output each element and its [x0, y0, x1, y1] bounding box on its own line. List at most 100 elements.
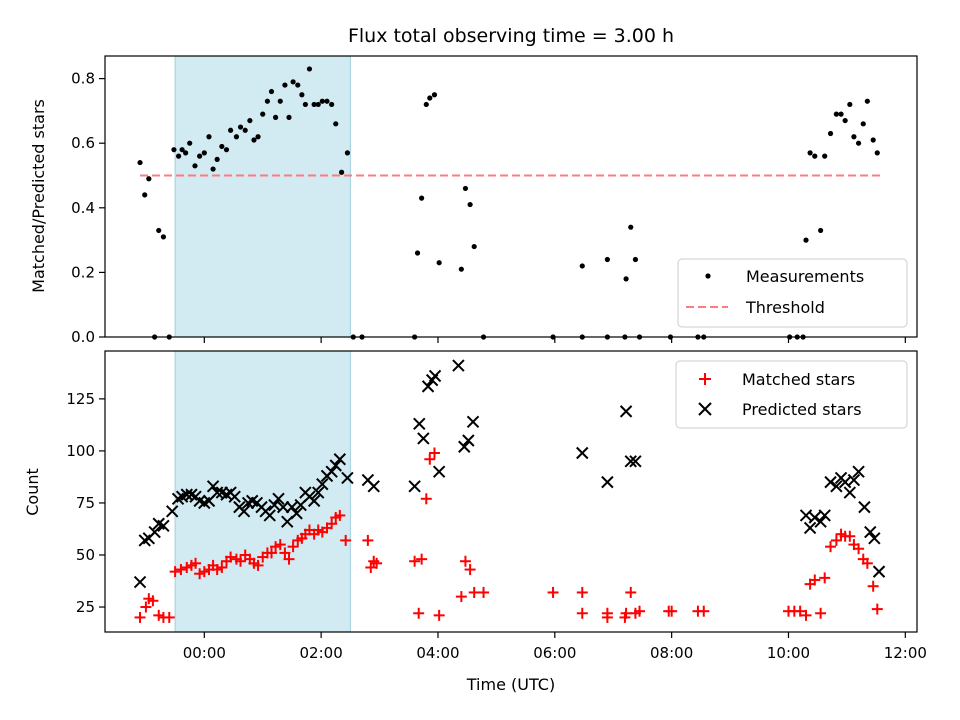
matched-star-point	[409, 555, 421, 567]
measurement-point	[187, 140, 193, 146]
predicted-star-point	[341, 471, 354, 485]
matched-star-point	[216, 561, 228, 573]
matched-star-point	[153, 609, 165, 621]
predicted-star-point	[852, 465, 865, 478]
y-tick-label: 0.2	[71, 263, 95, 281]
measurement-point	[237, 124, 244, 130]
matched-star-point	[800, 609, 812, 621]
measurement-point	[344, 150, 351, 156]
matched-star-point	[576, 586, 588, 598]
measurement-point	[414, 250, 421, 256]
matched-star-point	[190, 557, 202, 569]
measurement-point	[227, 127, 234, 133]
y-tick-label: 0.4	[71, 199, 95, 217]
measurement-point	[822, 153, 828, 159]
predicted-star-point	[290, 507, 303, 520]
legend-matched-marker	[699, 373, 711, 385]
predicted-star-point	[462, 434, 475, 447]
predicted-star-point	[157, 519, 170, 533]
matched-star-point	[365, 561, 377, 573]
measurement-point	[870, 137, 876, 143]
predicted-star-point	[329, 459, 342, 472]
predicted-star-point	[133, 575, 147, 589]
matched-star-point	[362, 534, 374, 546]
measurement-point	[192, 163, 198, 169]
matched-star-point	[326, 518, 338, 530]
legend-threshold-label: Threshold	[745, 298, 825, 317]
top-y-axis: 0.0 0.2 0.4 0.6 0.8	[71, 70, 105, 346]
measurement-point	[210, 166, 216, 172]
predicted-star-point	[165, 505, 179, 518]
measurement-point	[260, 111, 266, 117]
measurement-point	[251, 137, 257, 143]
matched-star-point	[867, 580, 879, 592]
matched-star-point	[147, 595, 159, 607]
measurement-point	[299, 92, 305, 98]
matched-star-point	[134, 611, 146, 623]
matched-star-point	[235, 555, 247, 567]
matched-star-point	[459, 555, 471, 567]
measurement-point	[290, 79, 296, 85]
predicted-star-point	[206, 480, 220, 493]
matched-star-point	[468, 586, 480, 598]
measurement-point	[579, 263, 585, 269]
x-tick-label: 00:00	[183, 644, 226, 662]
matched-star-point	[844, 530, 856, 542]
measurement-point	[855, 140, 862, 146]
matched-star-point	[163, 611, 175, 623]
matched-star-point	[194, 568, 206, 580]
measurement-point	[333, 121, 339, 127]
predicted-star-point	[847, 473, 861, 487]
predicted-star-point	[413, 417, 426, 431]
predicted-star-point	[237, 505, 251, 518]
top-plot-frame	[104, 55, 918, 338]
predicted-star-point	[325, 465, 338, 478]
matched-star-point	[270, 541, 282, 553]
measurement-point	[338, 169, 345, 175]
predicted-star-point	[868, 532, 881, 545]
predicted-star-point	[872, 565, 886, 578]
matched-star-point	[424, 453, 436, 465]
matched-star-point	[464, 564, 476, 576]
predicted-star-point	[624, 455, 637, 468]
predicted-star-point	[808, 511, 821, 524]
predicted-star-point	[432, 465, 446, 478]
measurement-point	[319, 98, 325, 104]
measurement-point	[233, 134, 240, 140]
matched-star-point	[620, 607, 632, 619]
measurement-point	[847, 101, 853, 108]
top-legend: Measurements Threshold	[677, 258, 908, 328]
predicted-star-point	[858, 500, 871, 514]
measurement-point	[812, 153, 818, 159]
measurement-point	[282, 82, 288, 88]
measurement-point	[171, 147, 177, 153]
matched-star-point	[340, 534, 352, 546]
measurement-point	[264, 98, 270, 104]
matched-star-point	[698, 605, 710, 617]
matched-star-point	[871, 603, 883, 615]
measurement-point	[324, 98, 330, 104]
measurement-point	[179, 147, 185, 153]
measurement-point	[423, 101, 429, 108]
y-tick-label: 125	[66, 390, 95, 408]
predicted-star-point	[210, 486, 224, 499]
measurement-point	[807, 150, 813, 156]
matched-star-point	[433, 609, 445, 621]
predicted-star-point	[601, 475, 614, 489]
predicted-star-point	[307, 494, 321, 508]
measurement-point	[329, 101, 335, 108]
matched-star-point	[815, 607, 827, 619]
predicted-star-point	[458, 440, 471, 453]
predicted-star-point	[148, 525, 161, 539]
measurement-point	[833, 111, 839, 117]
measurement-point	[860, 121, 866, 127]
predicted-star-point	[843, 486, 857, 499]
matched-star-point	[825, 541, 837, 553]
bottom-legend: Matched stars Predicted stars	[675, 360, 908, 429]
measurement-point	[206, 134, 212, 140]
matched-star-point	[265, 547, 277, 559]
legend-predicted-label: Predicted stars	[742, 400, 862, 419]
matched-star-point	[252, 559, 264, 571]
matched-star-point	[169, 566, 181, 578]
measurement-point	[277, 98, 283, 104]
